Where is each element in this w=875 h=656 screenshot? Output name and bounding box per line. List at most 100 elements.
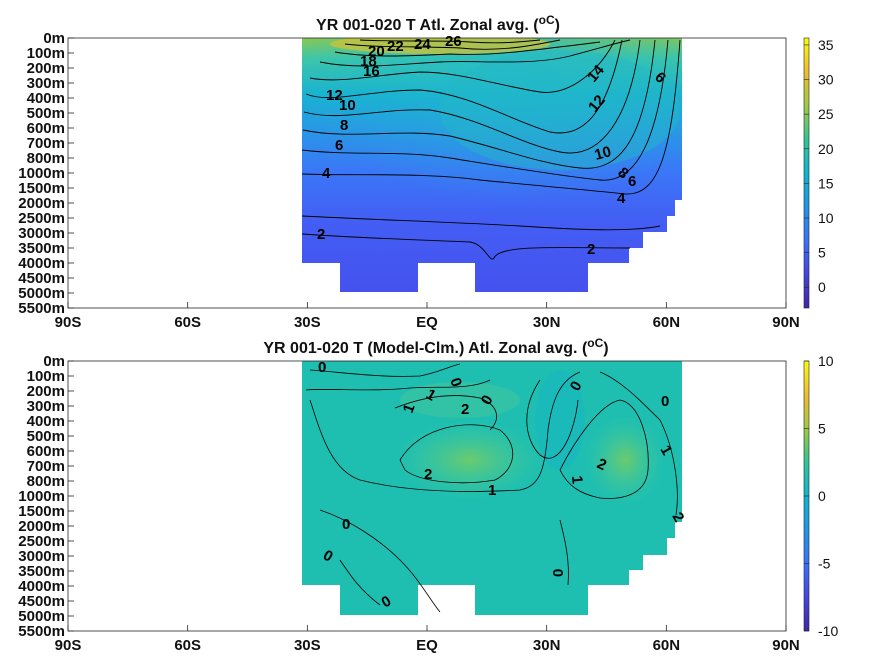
contour-label: 2	[461, 401, 469, 418]
top-colorbar: 35 30 25 20 15 10 5 0	[803, 37, 834, 309]
x-tick-label: 60S	[174, 637, 201, 654]
colorbar-tick-label: 35	[818, 37, 834, 53]
colorbar-tick-label: 15	[818, 175, 834, 191]
colorbar-tick-label: 5	[818, 245, 826, 261]
contour-label: 4	[617, 190, 626, 207]
y-tick-label: 100m	[27, 45, 65, 62]
x-tick-label: 30N	[533, 314, 561, 331]
colorbar-tick-label: 10	[818, 353, 834, 369]
y-tick-label: 700m	[27, 135, 65, 152]
y-tick-label: 4500m	[18, 593, 65, 610]
y-tick-label: 0m	[43, 353, 65, 370]
colorbar-tick-label: -5	[818, 556, 831, 572]
colorbar-tick-label: 30	[818, 72, 834, 88]
y-tick-label: 300m	[27, 398, 65, 415]
colorbar-tick-label: 0	[818, 488, 826, 504]
x-tick-label: 30N	[533, 637, 561, 654]
y-tick-label: 400m	[27, 90, 65, 107]
x-tick-label: 60S	[174, 314, 201, 331]
bottom-x-axis: 90S 60S 30S EQ 30N 60N 90N	[55, 625, 800, 654]
contour-label: 0	[318, 359, 326, 376]
contour-label: 12	[326, 87, 343, 104]
colorbar-tick-label: 0	[818, 279, 826, 295]
bottom-y-axis: 0m100m200m300m400m500m600m700m800m1000m1…	[18, 353, 74, 640]
bottom-chart-title: YR 001-020 T (Model-Clm.) Atl. Zonal avg…	[263, 336, 608, 357]
contour-label: 16	[363, 63, 380, 80]
y-tick-label: 2000m	[18, 195, 65, 212]
x-tick-label: 30S	[294, 637, 321, 654]
top-x-axis: 90S 60S 30S EQ 30N 60N 90N	[55, 302, 800, 331]
contour-label: 0	[661, 393, 669, 410]
y-tick-label: 0m	[43, 30, 65, 47]
y-tick-label: 400m	[27, 413, 65, 430]
y-tick-label: 2500m	[18, 533, 65, 550]
x-tick-label: EQ	[416, 637, 438, 654]
top-contour-lines	[301, 39, 681, 260]
y-tick-label: 5500m	[18, 623, 65, 640]
y-tick-label: 5000m	[18, 608, 65, 625]
contour-label: 1	[568, 475, 586, 485]
colorbar-tick-label: -10	[818, 623, 838, 639]
bottom-colorbar-ticks: 10 5 0 -5 -10	[804, 353, 838, 639]
y-tick-label: 600m	[27, 120, 65, 137]
x-tick-label: 90N	[772, 637, 800, 654]
y-tick-label: 500m	[27, 105, 65, 122]
bottom-contour-lines	[305, 363, 678, 613]
contour-label: 6	[628, 173, 636, 190]
contour-label: 20	[368, 43, 385, 60]
y-tick-label: 700m	[27, 458, 65, 475]
contour-label: 1	[488, 482, 496, 499]
bottom-temperature-anomaly-field	[302, 361, 682, 615]
x-tick-label: 90N	[772, 314, 800, 331]
y-tick-label: 4500m	[18, 270, 65, 287]
y-tick-label: 4000m	[18, 255, 65, 272]
y-tick-label: 5000m	[18, 285, 65, 302]
contour-label: 18	[360, 53, 377, 70]
top-chart-title: YR 001-020 T Atl. Zonal avg. (oC)	[316, 13, 560, 34]
y-tick-label: 1000m	[18, 165, 65, 182]
y-tick-label: 500m	[27, 428, 65, 445]
x-tick-label: 90S	[55, 637, 82, 654]
y-tick-label: 800m	[27, 473, 65, 490]
colorbar-tick-label: 25	[818, 106, 834, 122]
contour-label: 2	[317, 226, 325, 243]
x-tick-label: 60N	[653, 314, 681, 331]
y-tick-label: 2000m	[18, 518, 65, 535]
contour-label: 10	[339, 97, 356, 114]
colorbar-tick-label: 10	[818, 210, 834, 226]
top-temperature-field	[301, 38, 682, 292]
top-colorbar-ticks: 35 30 25 20 15 10 5 0	[804, 37, 834, 295]
x-tick-label: 60N	[653, 637, 681, 654]
y-tick-label: 3000m	[18, 548, 65, 565]
y-tick-label: 5500m	[18, 300, 65, 317]
contour-label: 22	[387, 38, 404, 55]
top-panel: YR 001-020 T Atl. Zonal avg. (oC)	[18, 13, 834, 331]
contour-label: 8	[340, 117, 348, 134]
contour-label: 26	[445, 33, 462, 50]
y-tick-label: 1000m	[18, 488, 65, 505]
x-tick-label: EQ	[416, 314, 438, 331]
contour-label: 2	[587, 241, 595, 258]
contour-label: 2	[424, 466, 432, 483]
y-tick-label: 3000m	[18, 225, 65, 242]
y-tick-label: 3500m	[18, 563, 65, 580]
x-tick-label: 30S	[294, 314, 321, 331]
y-tick-label: 600m	[27, 443, 65, 460]
colorbar-tick-label: 20	[818, 141, 834, 157]
y-tick-label: 1500m	[18, 180, 65, 197]
bottom-colorbar: 10 5 0 -5 -10	[803, 353, 838, 639]
y-tick-label: 200m	[27, 60, 65, 77]
bottom-panel: YR 001-020 T (Model-Clm.) Atl. Zonal avg…	[18, 336, 838, 654]
contour-label: 4	[322, 165, 331, 182]
contour-label: 24	[414, 36, 431, 53]
y-tick-label: 300m	[27, 75, 65, 92]
colorbar-tick-label: 5	[818, 421, 826, 437]
y-tick-label: 800m	[27, 150, 65, 167]
contour-label: 0	[550, 569, 567, 577]
y-tick-label: 200m	[27, 383, 65, 400]
y-tick-label: 1500m	[18, 503, 65, 520]
y-tick-label: 100m	[27, 368, 65, 385]
contour-label: 6	[335, 137, 343, 154]
y-tick-label: 3500m	[18, 240, 65, 257]
